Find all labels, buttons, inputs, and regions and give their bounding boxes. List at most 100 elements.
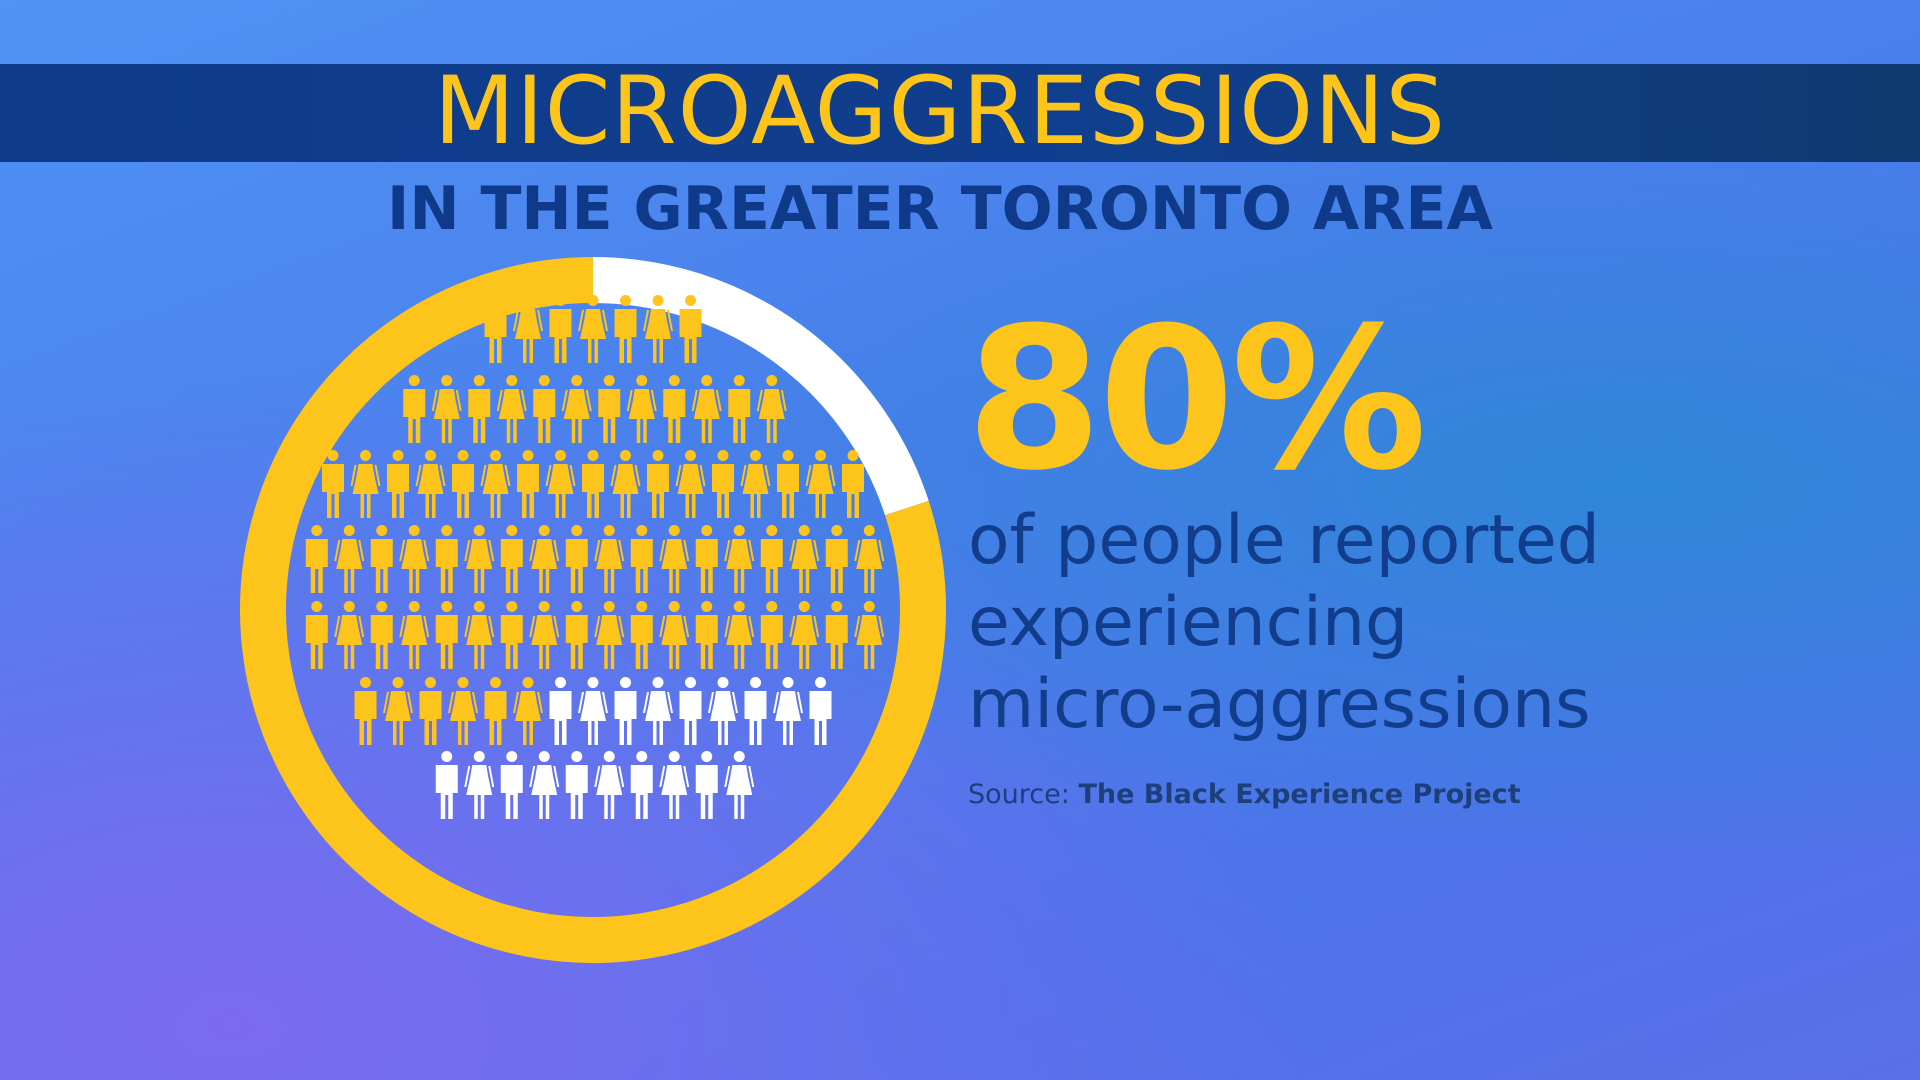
person-female-icon — [724, 525, 755, 593]
person-male-icon — [842, 450, 864, 518]
person-male-icon — [435, 601, 458, 669]
person-male-icon — [452, 450, 474, 518]
person-female-icon — [594, 525, 625, 593]
person-male-icon — [695, 525, 718, 593]
stat-description-line: micro-aggressions — [968, 665, 1591, 744]
source-credit: Source: The Black Experience Project — [968, 778, 1521, 812]
person-male-icon — [403, 375, 426, 443]
person-male-icon — [370, 601, 393, 669]
person-female-icon — [431, 375, 462, 443]
person-female-icon — [464, 525, 495, 593]
person-male-icon — [435, 751, 458, 819]
person-female-icon — [659, 525, 690, 593]
person-female-icon — [350, 450, 381, 518]
person-female-icon — [334, 601, 365, 669]
person-female-icon — [496, 375, 527, 443]
person-male-icon — [354, 677, 377, 745]
person-female-icon — [399, 525, 430, 593]
person-female-icon — [464, 601, 495, 669]
person-male-icon — [825, 601, 848, 669]
person-female-icon — [529, 525, 560, 593]
person-male-icon — [760, 601, 783, 669]
person-male-icon — [630, 601, 653, 669]
person-male-icon — [565, 751, 588, 819]
person-male-icon — [630, 751, 653, 819]
title-banner — [0, 64, 1920, 162]
person-female-icon — [610, 450, 641, 518]
person-female-icon — [789, 525, 820, 593]
source-name: The Black Experience Project — [1078, 779, 1521, 810]
person-male-icon — [484, 295, 507, 363]
person-male-icon — [679, 677, 702, 745]
person-female-icon — [594, 751, 625, 819]
person-male-icon — [500, 525, 523, 593]
person-male-icon — [387, 450, 409, 518]
person-male-icon — [322, 450, 344, 518]
page-title: MICROAGGRESSIONS — [433, 57, 1447, 166]
person-male-icon — [484, 677, 507, 745]
people-icon-grid — [305, 295, 885, 819]
donut-slice-remainder — [592, 257, 929, 516]
person-male-icon — [305, 601, 328, 669]
person-female-icon — [480, 450, 511, 518]
person-female-icon — [464, 751, 495, 819]
person-male-icon — [517, 450, 539, 518]
person-male-icon — [419, 677, 442, 745]
person-male-icon — [565, 525, 588, 593]
person-female-icon — [578, 677, 608, 745]
person-female-icon — [643, 677, 673, 745]
person-female-icon — [805, 450, 836, 518]
person-female-icon — [529, 751, 560, 819]
person-male-icon — [630, 525, 653, 593]
person-male-icon — [760, 525, 783, 593]
person-female-icon — [659, 601, 690, 669]
donut-ring — [240, 257, 946, 963]
person-male-icon — [533, 375, 556, 443]
person-male-icon — [500, 601, 523, 669]
person-female-icon — [659, 751, 690, 819]
person-female-icon — [724, 601, 755, 669]
person-male-icon — [712, 450, 734, 518]
person-female-icon — [561, 375, 592, 443]
person-female-icon — [399, 601, 430, 669]
person-male-icon — [500, 751, 523, 819]
person-male-icon — [695, 601, 718, 669]
person-male-icon — [549, 295, 572, 363]
person-male-icon — [370, 525, 393, 593]
person-male-icon — [598, 375, 621, 443]
person-female-icon — [529, 601, 560, 669]
person-male-icon — [468, 375, 491, 443]
person-male-icon — [825, 525, 848, 593]
person-female-icon — [675, 450, 706, 518]
person-male-icon — [305, 525, 328, 593]
person-male-icon — [582, 450, 604, 518]
person-male-icon — [614, 295, 637, 363]
person-female-icon — [854, 601, 885, 669]
person-female-icon — [740, 450, 771, 518]
person-female-icon — [626, 375, 657, 443]
person-female-icon — [383, 677, 413, 745]
person-female-icon — [545, 450, 576, 518]
person-male-icon — [679, 295, 702, 363]
stat-description-line: experiencing — [968, 583, 1409, 662]
person-male-icon — [809, 677, 832, 745]
person-female-icon — [789, 601, 820, 669]
donut-slice-highlight — [240, 257, 946, 963]
person-female-icon — [854, 525, 885, 593]
person-female-icon — [594, 601, 625, 669]
person-male-icon — [777, 450, 799, 518]
stat-description: of people reported experiencing micro-ag… — [968, 500, 1668, 746]
person-female-icon — [773, 677, 803, 745]
person-male-icon — [565, 601, 588, 669]
stat-value: 80% — [966, 286, 1427, 514]
person-male-icon — [614, 677, 637, 745]
person-female-icon — [643, 295, 673, 363]
person-male-icon — [549, 677, 572, 745]
person-male-icon — [744, 677, 767, 745]
person-male-icon — [695, 751, 718, 819]
person-male-icon — [663, 375, 686, 443]
page-subtitle: IN THE GREATER TORONTO AREA — [387, 174, 1493, 244]
person-female-icon — [448, 677, 478, 745]
person-male-icon — [435, 525, 458, 593]
